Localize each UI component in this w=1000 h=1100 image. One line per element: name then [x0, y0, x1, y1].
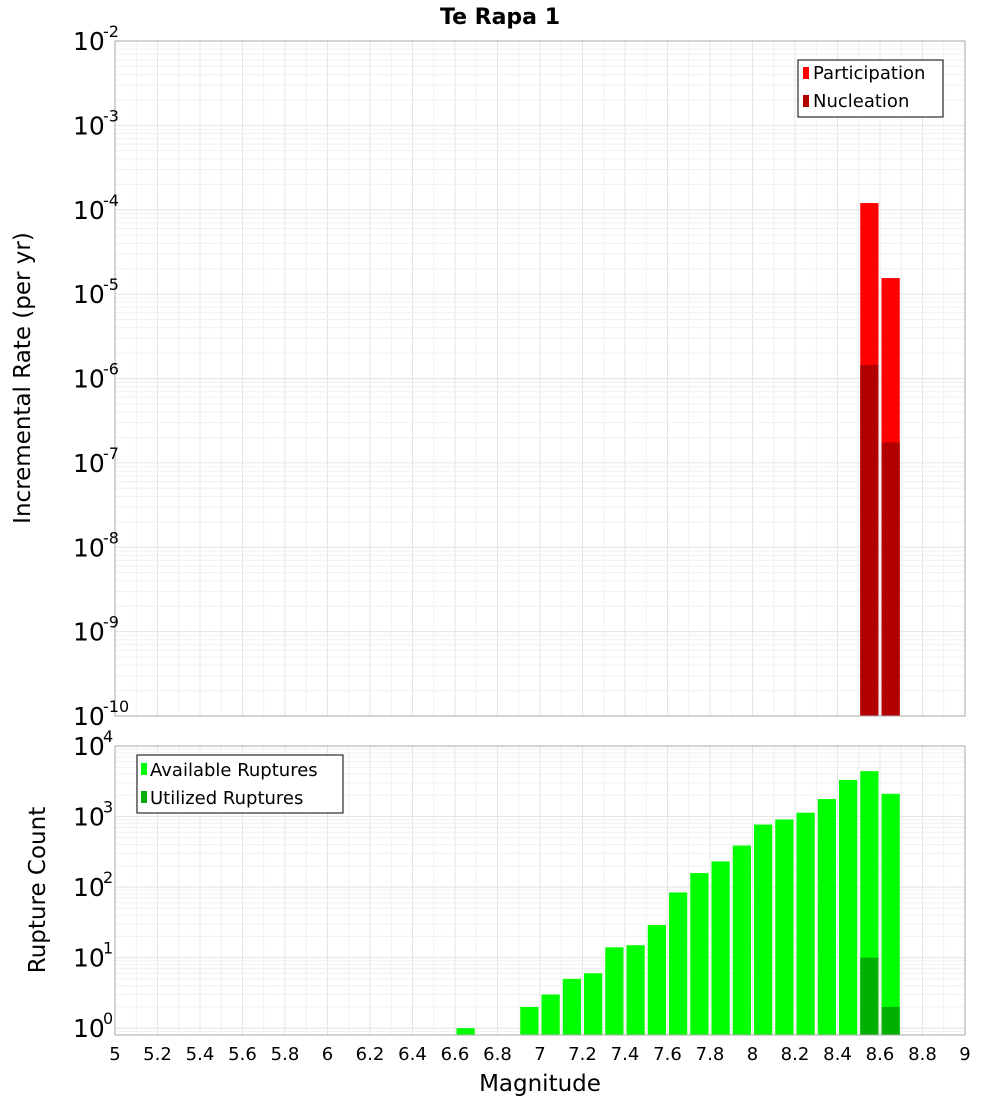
xtick-label: 5.4 — [186, 1044, 215, 1065]
count-y-axis-label: Rupture Count — [25, 807, 51, 973]
legend-swatch-utilized — [141, 791, 147, 803]
legend-swatch-available — [141, 763, 147, 775]
count-ytick-label: 10 — [73, 803, 105, 832]
xtick-label: 6.6 — [441, 1044, 470, 1065]
rate-legend: Participation Nucleation — [797, 59, 944, 118]
count-ytick-exponent: 4 — [103, 727, 113, 746]
count-bar-utilized-ruptures — [860, 957, 879, 1035]
rate-ytick-exponent: -4 — [103, 191, 119, 210]
count-bar-available-ruptures — [711, 861, 730, 1035]
count-bar-available-ruptures — [541, 994, 560, 1035]
rate-bar-nucleation — [860, 364, 879, 716]
count-bar-available-ruptures — [647, 925, 666, 1035]
count-bar-available-ruptures — [754, 824, 773, 1035]
count-ytick-label: 10 — [73, 944, 105, 973]
xtick-label: 7 — [534, 1044, 545, 1065]
xtick-label: 6.4 — [398, 1044, 427, 1065]
xtick-label: 8.2 — [781, 1044, 810, 1065]
rate-plot-frame — [114, 40, 966, 717]
xtick-label: 5 — [109, 1044, 120, 1065]
legend-label-participation: Participation — [813, 63, 925, 84]
count-plot-frame — [114, 745, 966, 1036]
rate-ytick-label: 10 — [73, 533, 105, 562]
count-bar-available-ruptures — [817, 799, 836, 1035]
legend-swatch-nucleation — [803, 95, 809, 107]
count-bar-available-ruptures — [605, 947, 624, 1035]
count-bar-available-ruptures — [690, 873, 709, 1035]
rate-ytick-exponent: -5 — [103, 275, 119, 294]
count-ytick-exponent: 2 — [103, 868, 113, 887]
x-axis-label: Magnitude — [479, 1071, 601, 1097]
rate-ytick-label: 10 — [73, 618, 105, 647]
count-bar-available-ruptures — [520, 1006, 539, 1035]
rate-ytick-label: 10 — [73, 365, 105, 394]
rate-ytick-exponent: -2 — [103, 22, 119, 41]
rate-ytick-label: 10 — [73, 280, 105, 309]
count-ytick-exponent: 3 — [103, 798, 113, 817]
count-legend: Available Ruptures Utilized Ruptures — [136, 754, 344, 814]
xtick-label: 6.2 — [356, 1044, 385, 1065]
count-bar-available-ruptures — [775, 819, 794, 1035]
xtick-label: 6.8 — [483, 1044, 512, 1065]
count-ytick-label: 10 — [73, 1014, 105, 1043]
rate-ytick-label: 10 — [73, 702, 105, 731]
count-bar-available-ruptures — [562, 978, 581, 1035]
count-bar-available-ruptures — [796, 812, 815, 1035]
count-bar-available-ruptures — [626, 945, 645, 1035]
count-bar-available-ruptures — [584, 973, 603, 1035]
count-ytick-exponent: 0 — [103, 1009, 113, 1028]
count-bar-available-ruptures — [881, 793, 900, 1035]
legend-label-nucleation: Nucleation — [813, 91, 909, 112]
xtick-label: 7.2 — [568, 1044, 597, 1065]
count-bar-available-ruptures — [669, 892, 688, 1035]
count-ytick-label: 10 — [73, 873, 105, 902]
count-bar-utilized-ruptures — [881, 1006, 900, 1035]
rate-ytick-exponent: -9 — [103, 613, 119, 632]
rate-ytick-exponent: -3 — [103, 106, 119, 125]
xtick-label: 8 — [747, 1044, 758, 1065]
rate-y-axis-label: Incremental Rate (per yr) — [10, 232, 36, 524]
legend-swatch-participation — [803, 67, 809, 79]
xtick-label: 5.2 — [143, 1044, 172, 1065]
count-legend-box — [136, 754, 344, 814]
xtick-label: 9 — [959, 1044, 970, 1065]
xtick-label: 8.8 — [908, 1044, 937, 1065]
count-ytick-label: 10 — [73, 732, 105, 761]
xtick-label: 7.8 — [696, 1044, 725, 1065]
legend-label-available: Available Ruptures — [150, 760, 318, 781]
legend-label-utilized: Utilized Ruptures — [150, 788, 303, 809]
xtick-label: 8.6 — [866, 1044, 895, 1065]
xtick-label: 6 — [322, 1044, 333, 1065]
rate-ytick-label: 10 — [73, 196, 105, 225]
rate-ytick-exponent: -7 — [103, 444, 119, 463]
count-bar-available-ruptures — [839, 779, 858, 1035]
rate-ytick-label: 10 — [73, 27, 105, 56]
rate-ytick-exponent: -10 — [103, 697, 129, 716]
xtick-label: 5.6 — [228, 1044, 257, 1065]
rate-legend-box — [797, 59, 944, 118]
xtick-label: 8.4 — [823, 1044, 852, 1065]
chart-title: Te Rapa 1 — [440, 5, 560, 30]
count-bar-available-ruptures — [456, 1028, 475, 1035]
xtick-label: 7.6 — [653, 1044, 682, 1065]
rate-panel: 10-210-310-410-510-610-710-810-910-10 In… — [10, 22, 966, 731]
xtick-label: 5.8 — [271, 1044, 300, 1065]
count-bar-available-ruptures — [732, 845, 751, 1035]
xtick-label: 7.4 — [611, 1044, 640, 1065]
count-ytick-exponent: 1 — [103, 939, 113, 958]
rate-ytick-label: 10 — [73, 111, 105, 140]
rate-ytick-exponent: -8 — [103, 528, 119, 547]
rate-ytick-label: 10 — [73, 449, 105, 478]
rate-ytick-exponent: -6 — [103, 360, 119, 379]
rate-bar-nucleation — [881, 442, 900, 716]
